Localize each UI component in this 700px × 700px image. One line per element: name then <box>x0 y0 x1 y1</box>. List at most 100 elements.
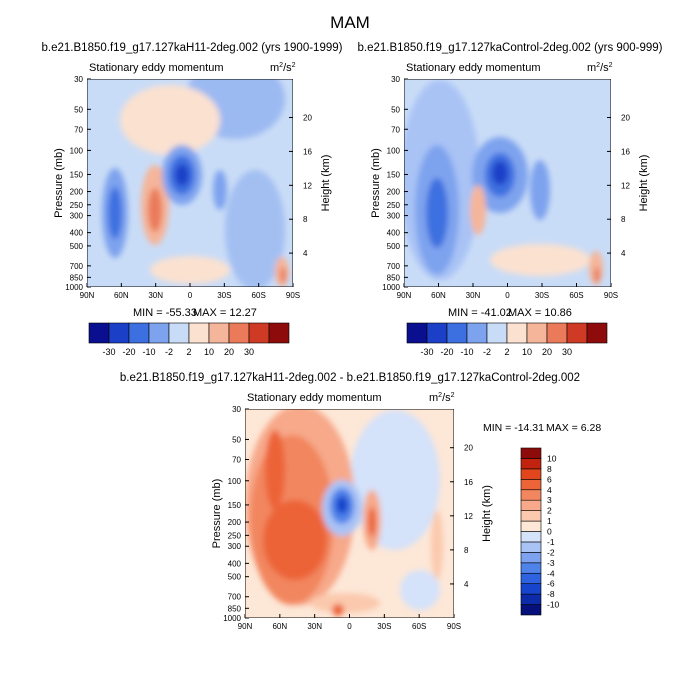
colorbar-cell <box>520 604 542 616</box>
y-tick-label: 50 <box>232 435 241 444</box>
colorbar-cell <box>168 322 190 344</box>
x-tick-label: 90S <box>604 291 618 300</box>
height-tick-label: 12 <box>303 181 312 190</box>
y-tick-label: 50 <box>391 105 400 114</box>
x-tick-label: 60S <box>412 622 426 631</box>
height-tick-label: 20 <box>303 114 312 123</box>
colorbar-cell <box>108 322 130 344</box>
colorbar-cell <box>566 322 588 344</box>
x-tick-label: 30S <box>377 622 391 631</box>
x-tick-label: 30N <box>466 291 481 300</box>
colorbar-cell <box>520 520 542 532</box>
colorbar-cell <box>520 510 542 522</box>
x-tick-label: 90S <box>286 291 300 300</box>
colorbar-cell <box>520 479 542 491</box>
data-blob <box>470 185 486 235</box>
height-tick-label: 16 <box>303 147 312 156</box>
data-blob <box>148 188 162 232</box>
colorbar-cell <box>546 322 568 344</box>
data-blob <box>225 170 285 287</box>
y-tick-label: 200 <box>387 188 401 197</box>
min-label: MIN = -14.31 <box>483 422 544 434</box>
data-blob <box>492 161 508 185</box>
colorbar-cell <box>520 468 542 480</box>
y-tick-label: 500 <box>228 573 242 582</box>
colorbar-cell <box>446 322 468 344</box>
x-tick-label: 90N <box>80 291 95 300</box>
colorbar-cell <box>88 322 110 344</box>
colorbar-label: 20 <box>542 347 552 357</box>
x-tick-label: 30N <box>148 291 163 300</box>
colorbar-label: 10 <box>522 347 532 357</box>
y-tick-label: 250 <box>70 201 84 210</box>
y-tick-label: 700 <box>387 262 401 271</box>
data-blob <box>213 170 227 210</box>
y-axis-label-right: Height (km) <box>320 155 332 212</box>
x-tick-label: 30N <box>307 622 322 631</box>
panel-control: b.e21.B1850.f19_g17.127kaControl-2deg.00… <box>358 42 663 319</box>
colorbar-label: 8 <box>547 464 552 474</box>
panel-title: b.e21.B1850.f19_g17.127kaH11-2deg.002 (y… <box>42 42 343 54</box>
x-tick-label: 0 <box>188 291 193 300</box>
colorbar-label: -2 <box>547 547 555 557</box>
data-blob <box>336 496 348 514</box>
data-blob <box>368 507 376 537</box>
colorbar-cell <box>520 541 542 553</box>
colorbar-cell <box>520 447 542 459</box>
panel-subtitle: Stationary eddy momentum <box>247 392 382 404</box>
colorbar-label: -2 <box>165 347 173 357</box>
x-tick-label: 60S <box>252 291 266 300</box>
y-tick-label: 100 <box>70 146 84 155</box>
data-blob <box>263 500 327 580</box>
colorbar-top-right: -30 -20 -10 -2 2 10 20 30 <box>406 322 608 357</box>
colorbar-cell <box>486 322 508 344</box>
y-tick-label: 1000 <box>223 614 241 623</box>
y-axis-label: Pressure (mb) <box>53 148 65 218</box>
colorbar-top-left: -30 -20 -10 -2 2 10 20 30 <box>88 322 290 357</box>
colorbar-label: 2 <box>504 347 509 357</box>
x-tick-label: 90S <box>447 622 461 631</box>
colorbar-label: -30 <box>102 347 115 357</box>
colorbar-label: -2 <box>483 347 491 357</box>
colorbar-cell <box>188 322 210 344</box>
colorbar-cell <box>586 322 608 344</box>
x-tick-label: 60N <box>114 291 129 300</box>
y-tick-label: 300 <box>70 212 84 221</box>
colorbar-label: -30 <box>420 347 433 357</box>
y-tick-label: 150 <box>228 501 242 510</box>
colorbar-label: 6 <box>547 474 552 484</box>
colorbar-cell <box>466 322 488 344</box>
height-tick-label: 4 <box>303 249 308 258</box>
panel-title: b.e21.B1850.f19_g17.127kaControl-2deg.00… <box>358 42 663 54</box>
x-tick-label: 0 <box>347 622 352 631</box>
colorbar-label: -4 <box>547 568 555 578</box>
colorbar-cell <box>526 322 548 344</box>
max-label: MAX = 6.28 <box>546 422 601 434</box>
y-tick-label: 250 <box>228 531 242 540</box>
y-tick-label: 200 <box>228 518 242 527</box>
colorbar-label: -3 <box>547 558 555 568</box>
colorbar-cell <box>248 322 270 344</box>
colorbar-label: 1 <box>547 516 552 526</box>
y-tick-label: 400 <box>387 229 401 238</box>
colorbar-label: -8 <box>547 589 555 599</box>
colorbar-label: 20 <box>224 347 234 357</box>
plot-area <box>245 409 454 618</box>
y-tick-label: 70 <box>391 125 400 134</box>
x-tick-label: 90N <box>397 291 412 300</box>
height-tick-label: 8 <box>303 215 308 224</box>
height-tick-label: 4 <box>621 249 626 258</box>
panel-units: m2/s2 <box>587 62 613 74</box>
height-tick-label: 4 <box>464 580 469 589</box>
colorbar-label: -20 <box>122 347 135 357</box>
y-axis-label-right: Height (km) <box>638 155 650 212</box>
x-tick-label: 60S <box>569 291 583 300</box>
height-tick-label: 20 <box>464 444 473 453</box>
y-tick-label: 70 <box>232 456 241 465</box>
y-tick-label: 300 <box>228 542 242 551</box>
data-blob <box>150 256 230 284</box>
y-tick-label: 850 <box>70 273 84 282</box>
colorbar-label: 30 <box>562 347 572 357</box>
